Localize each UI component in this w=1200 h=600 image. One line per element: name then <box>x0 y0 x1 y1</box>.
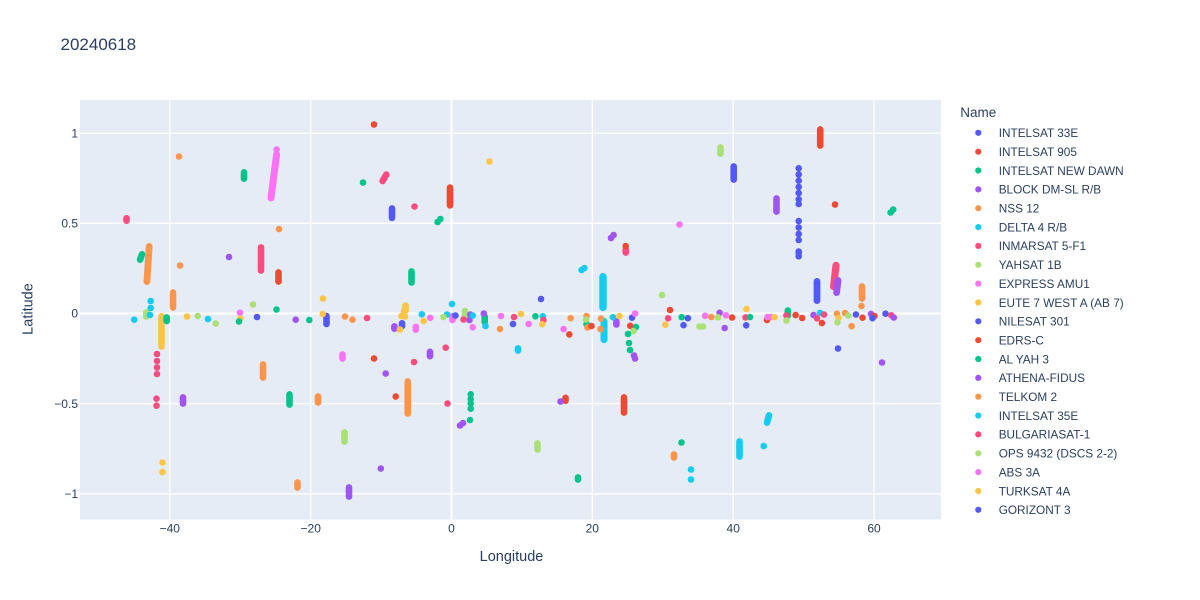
svg-text:INMARSAT 5-F1: INMARSAT 5-F1 <box>999 239 1086 253</box>
svg-text:0: 0 <box>448 522 455 536</box>
svg-text:GORIZONT 3: GORIZONT 3 <box>999 503 1071 517</box>
svg-text:0: 0 <box>71 307 78 321</box>
svg-text:INTELSAT NEW DAWN: INTELSAT NEW DAWN <box>999 164 1124 178</box>
svg-text:Longitude: Longitude <box>480 549 544 565</box>
svg-text:1: 1 <box>71 126 78 140</box>
svg-text:20: 20 <box>586 522 600 536</box>
svg-text:20240618: 20240618 <box>61 35 137 54</box>
svg-text:BULGARIASAT-1: BULGARIASAT-1 <box>999 428 1091 442</box>
svg-text:INTELSAT 35E: INTELSAT 35E <box>999 409 1079 423</box>
svg-text:NSS 12: NSS 12 <box>999 202 1040 216</box>
svg-text:BLOCK DM-SL R/B: BLOCK DM-SL R/B <box>999 183 1102 197</box>
svg-text:INTELSAT 33E: INTELSAT 33E <box>999 126 1079 140</box>
svg-text:TURKSAT 4A: TURKSAT 4A <box>999 484 1071 498</box>
svg-text:EXPRESS AMU1: EXPRESS AMU1 <box>999 277 1090 291</box>
svg-text:EUTE 7 WEST A (AB 7): EUTE 7 WEST A (AB 7) <box>999 296 1124 310</box>
svg-text:INTELSAT 905: INTELSAT 905 <box>999 145 1078 159</box>
svg-text:NILESAT 301: NILESAT 301 <box>999 315 1070 329</box>
svg-text:40: 40 <box>727 522 741 536</box>
svg-text:Name: Name <box>960 105 996 120</box>
svg-text:ABS 3A: ABS 3A <box>999 465 1040 479</box>
svg-text:DELTA 4 R/B: DELTA 4 R/B <box>999 220 1068 234</box>
svg-text:AL YAH 3: AL YAH 3 <box>999 352 1050 366</box>
svg-text:ATHENA-FIDUS: ATHENA-FIDUS <box>999 371 1085 385</box>
svg-text:Latitude: Latitude <box>21 283 37 335</box>
svg-text:0.5: 0.5 <box>61 217 78 231</box>
svg-text:YAHSAT 1B: YAHSAT 1B <box>999 258 1062 272</box>
svg-text:−40: −40 <box>160 522 181 536</box>
svg-text:TELKOM 2: TELKOM 2 <box>999 390 1057 404</box>
svg-text:EDRS-C: EDRS-C <box>999 334 1045 348</box>
svg-text:−20: −20 <box>301 522 322 536</box>
svg-text:60: 60 <box>867 522 881 536</box>
svg-text:OPS 9432 (DSCS 2-2): OPS 9432 (DSCS 2-2) <box>999 447 1118 461</box>
svg-text:−0.5: −0.5 <box>54 397 78 411</box>
svg-text:−1: −1 <box>64 487 78 501</box>
